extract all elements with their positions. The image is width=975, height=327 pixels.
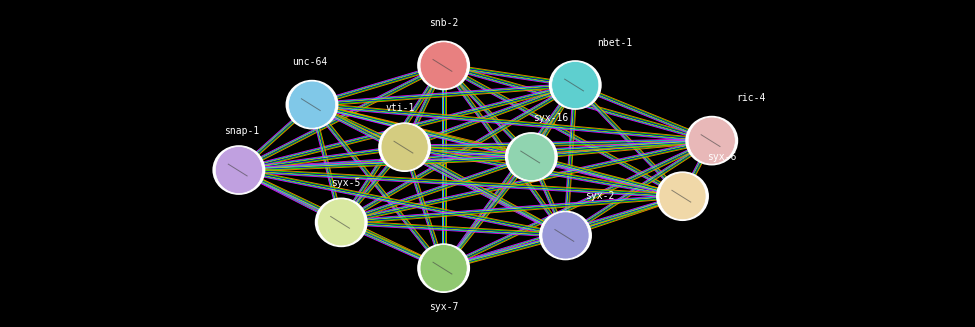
Ellipse shape	[318, 199, 365, 246]
Ellipse shape	[381, 124, 428, 171]
Ellipse shape	[289, 81, 335, 128]
Ellipse shape	[213, 145, 265, 195]
Text: syx-2: syx-2	[585, 191, 614, 201]
Text: snap-1: snap-1	[224, 126, 259, 136]
Text: nbet-1: nbet-1	[597, 38, 632, 47]
Ellipse shape	[508, 133, 555, 181]
Ellipse shape	[286, 80, 338, 129]
Text: vti-1: vti-1	[385, 103, 414, 113]
Text: syx-7: syx-7	[429, 302, 458, 312]
Ellipse shape	[315, 198, 368, 247]
Ellipse shape	[656, 171, 709, 221]
Text: ric-4: ric-4	[736, 93, 765, 103]
Text: unc-64: unc-64	[292, 57, 328, 67]
Ellipse shape	[420, 245, 467, 292]
Ellipse shape	[420, 42, 467, 89]
Ellipse shape	[685, 116, 738, 165]
Ellipse shape	[215, 146, 262, 194]
Ellipse shape	[542, 212, 589, 259]
Text: syx-16: syx-16	[533, 113, 568, 123]
Ellipse shape	[539, 211, 592, 260]
Ellipse shape	[549, 60, 602, 110]
Ellipse shape	[659, 173, 706, 220]
Text: syx-6: syx-6	[707, 152, 736, 162]
Ellipse shape	[417, 41, 470, 90]
Ellipse shape	[688, 117, 735, 164]
Ellipse shape	[505, 132, 558, 182]
Ellipse shape	[417, 243, 470, 293]
Text: syx-5: syx-5	[332, 178, 361, 188]
Ellipse shape	[378, 122, 431, 172]
Text: snb-2: snb-2	[429, 18, 458, 28]
Ellipse shape	[552, 61, 599, 109]
